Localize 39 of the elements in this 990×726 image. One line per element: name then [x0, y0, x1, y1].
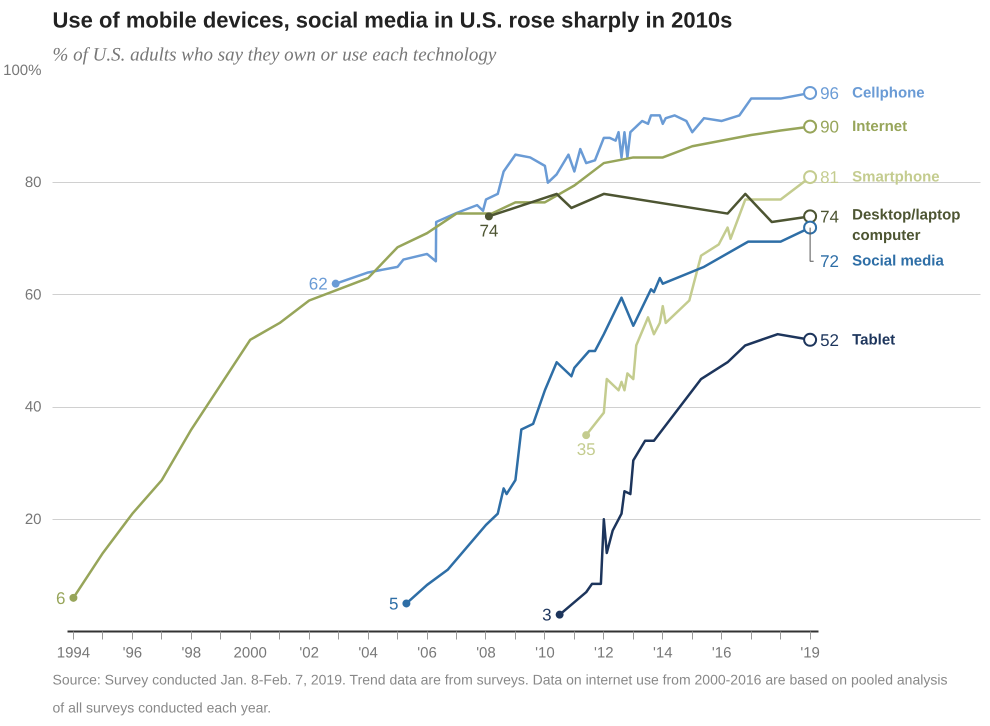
x-tick-label: 2000: [234, 644, 267, 662]
annotation: 74: [820, 207, 840, 226]
annotation: 52: [820, 330, 840, 350]
text: Smartphone: [852, 168, 940, 186]
annotation: 96: [820, 84, 840, 103]
x-tick-label: '04: [358, 644, 378, 662]
annotation: 74: [479, 221, 498, 240]
x-tick-label: '14: [652, 644, 673, 662]
chart-subtitle: % of U.S. adults who say they own or use each technology: [52, 44, 497, 66]
annotation: 90: [820, 118, 840, 137]
x-tick-label: '12: [594, 644, 614, 662]
x-tick-label: '98: [182, 644, 202, 662]
text: Desktop/laptop computer: [852, 206, 960, 244]
source-note: Source: Survey conducted Jan. 8-Feb. 7, 2019. Trend data are from surveys. Data on internet use from 2000-2016 are based on pooled analysis of all surveys conducted each year.: [52, 672, 948, 716]
annotation: 3: [542, 606, 552, 625]
text: Cellphone: [852, 84, 925, 102]
chart-title: Use of mobile devices, social media in U.S. rose sharply in 2010s: [52, 8, 732, 32]
annotation: 72: [820, 252, 840, 272]
x-tick-label: '06: [417, 644, 437, 662]
annotation: 81: [820, 168, 840, 188]
x-tick-label: '16: [712, 644, 732, 662]
y-tick-label: 60: [24, 286, 42, 304]
y-tick-label: 80: [24, 174, 42, 192]
text: Tablet: [852, 331, 896, 348]
text: Internet: [852, 118, 908, 136]
text: Social media: [852, 252, 944, 270]
x-tick-label: '10: [535, 644, 555, 662]
y-tick-label: 40: [24, 398, 42, 416]
annotation: 5: [388, 594, 398, 614]
annotation: 35: [576, 440, 596, 460]
x-tick-label: '02: [299, 644, 319, 662]
y-tick-label: 100%: [3, 62, 42, 79]
annotation: 6: [56, 588, 66, 608]
x-tick-label: '96: [122, 644, 142, 662]
annotation: 62: [308, 274, 328, 294]
x-tick-label: '08: [476, 644, 496, 662]
x-tick-label: '19: [800, 644, 820, 662]
y-tick-label: 20: [24, 510, 42, 528]
x-tick-label: 1994: [56, 644, 90, 662]
